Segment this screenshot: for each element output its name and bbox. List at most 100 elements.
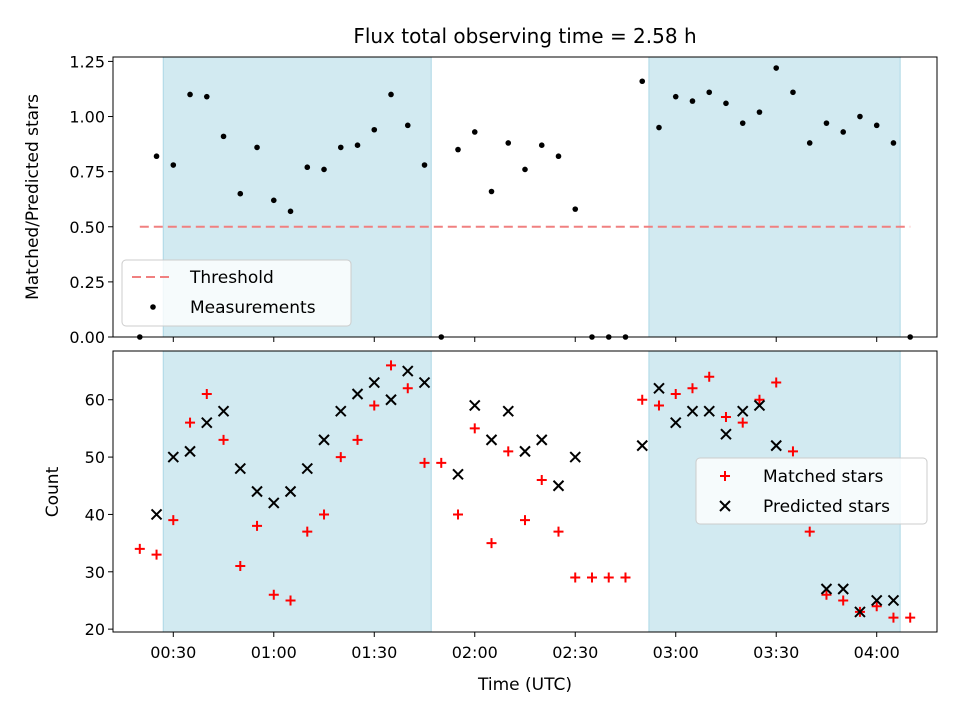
bottom-y-tick-label: 30 [85,563,105,582]
matched-star-marker [586,572,597,583]
shaded-span-2-1 [162,350,432,633]
predicted-star-marker [552,480,565,492]
matched-star-marker [603,572,614,583]
predicted-star-marker [820,583,833,595]
top-plot-frame [112,56,938,338]
matched-star-marker [386,360,397,371]
measurement-point [421,162,428,168]
measurement-point [739,120,746,126]
matched-star-marker [553,526,564,537]
predicted-star-marker [770,439,782,452]
matched-star-marker [520,515,530,526]
measurement-point [471,129,478,135]
predicted-star-marker [251,485,263,498]
predicted-star-marker [402,365,414,377]
measurement-point [170,162,177,168]
matched-star-marker [134,543,145,554]
measurement-point [857,113,863,120]
x-tick-label: 03:30 [753,643,799,662]
predicted-star-marker [452,468,464,481]
measurement-point [187,91,193,98]
matched-star-marker [503,446,514,457]
measurement-point [203,93,210,100]
matched-star-marker [436,457,447,468]
measurement-point [806,140,813,146]
matched-star-marker [369,400,380,411]
predicted-star-marker [569,451,581,463]
measurement-point [890,140,897,146]
top-y-axis-label: Matched/Predicted stars [23,94,43,300]
measurement-point [773,65,780,71]
matched-star-marker [871,601,882,612]
matched-star-marker [235,561,246,572]
predicted-star-marker [502,405,514,417]
top-y-tick-label: 1.25 [69,52,105,71]
matched-star-marker [838,595,849,606]
matched-star-marker [804,526,815,537]
top-y-tick-label: 0.50 [69,218,105,237]
matched-star-marker [905,612,916,623]
legend-threshold-label: Threshold [189,268,274,288]
measurement-point [354,142,361,148]
predicted-star-marker [469,399,481,412]
predicted-star-marker [234,462,246,475]
matched-star-marker [252,520,263,531]
predicted-star-marker [854,606,866,618]
measurement-point [706,89,713,96]
x-tick-label: 01:00 [251,643,297,662]
matched-star-marker [218,434,229,445]
measurement-point [304,164,311,171]
matched-star-marker [536,475,547,486]
predicted-star-marker [318,434,330,446]
predicted-star-marker [720,428,732,440]
predicted-star-marker [335,405,347,417]
predicted-star-marker [351,388,364,400]
legend-matched-swatch [720,471,730,481]
measurement-point [689,98,696,104]
predicted-star-marker [485,434,498,446]
matched-star-marker [201,389,212,400]
measurement-point [756,109,763,115]
predicted-star-marker [167,451,180,463]
legend-measurements-label: Measurements [190,298,316,318]
matched-star-marker [319,509,330,520]
measurement-point [404,122,411,129]
matched-star-marker [653,400,664,411]
measurement-point [153,153,160,160]
matched-star-marker [419,457,430,468]
matched-star-marker [888,612,899,623]
top-y-tick-label: 1.00 [69,108,105,127]
x-tick-label: 02:00 [452,643,498,662]
bottom-y-tick-label: 20 [85,620,105,639]
legend-matched-label: Matched stars [763,467,883,487]
predicted-star-marker [201,416,213,429]
predicted-star-marker [184,445,196,458]
matched-star-marker [570,572,581,583]
x-tick-label: 00:30 [150,643,196,662]
measurement-point [538,142,545,148]
predicted-star-marker [670,416,682,429]
predicted-star-marker [887,594,900,607]
matched-star-marker [821,589,832,600]
predicted-star-marker [268,497,280,509]
measurement-point [723,100,729,107]
measurement-point [455,146,461,153]
predicted-star-marker [519,445,531,458]
measurement-point [321,166,327,173]
legend-predicted-label: Predicted stars [763,497,890,517]
matched-star-marker [285,595,296,606]
matched-star-marker [352,434,363,445]
matched-star-marker [469,423,480,434]
matched-star-marker [620,572,631,583]
bottom-y-tick-label: 40 [85,505,105,524]
measurement-point [505,140,512,146]
measurement-point [656,124,662,131]
measurement-point [873,122,880,129]
bottom-y-tick-label: 50 [85,448,105,467]
measurement-point [823,120,830,126]
measurement-point [488,188,495,195]
predicted-star-marker [653,382,665,394]
measurement-point [237,190,244,197]
bottom-y-tick-label: 60 [85,391,105,410]
matched-star-marker [453,509,464,520]
